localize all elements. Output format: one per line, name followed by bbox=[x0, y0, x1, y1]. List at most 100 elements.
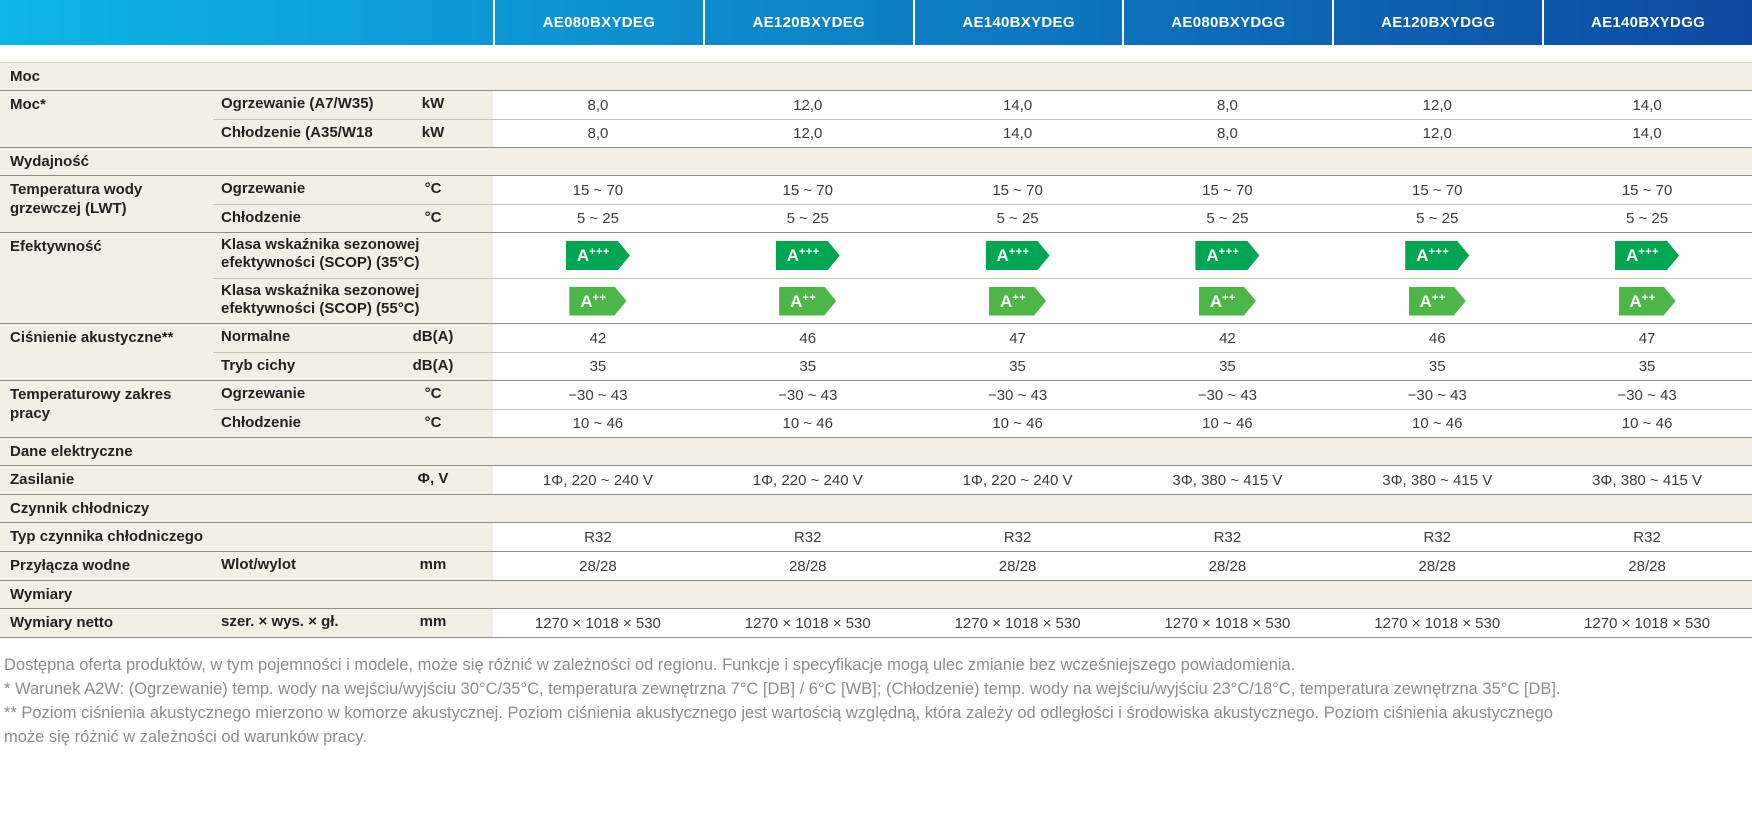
energy-class-badge: A++ bbox=[1619, 287, 1676, 316]
value-cell: A+++ bbox=[912, 233, 1123, 278]
section-row: Wymiary bbox=[0, 580, 1752, 608]
spec-group: Typ czynnika chłodniczego R32 R32 R32 R32 R32… bbox=[0, 522, 1752, 551]
footnotes: Dostępna oferta produktów, w tym pojemno… bbox=[0, 653, 1585, 749]
value-cell: 46 bbox=[702, 324, 913, 352]
value-cell: 1270 × 1018 × 530 bbox=[702, 609, 913, 637]
row-unit: °C bbox=[373, 381, 493, 409]
row-unit: mm bbox=[373, 552, 493, 580]
spec-group: Przyłącza wodne Wlot/wylot mm 28/28 28/28 28/… bbox=[0, 551, 1752, 580]
value-cell: 35 bbox=[1332, 353, 1543, 380]
value-cell: 14,0 bbox=[1542, 91, 1752, 119]
value-cell: 1270 × 1018 × 530 bbox=[493, 609, 703, 637]
spec-group: Efektywność Klasa wskaźnika sezonowej efe… bbox=[0, 232, 1752, 323]
spec-group: Temperatura wody grzewczej (LWT) Ogrzewan… bbox=[0, 175, 1752, 232]
value-cell: −30 ~ 43 bbox=[1542, 381, 1752, 409]
value-cell: −30 ~ 43 bbox=[912, 381, 1123, 409]
value-cell: 15 ~ 70 bbox=[702, 176, 913, 204]
value-cell: 5 ~ 25 bbox=[1332, 205, 1543, 232]
value-cell: 10 ~ 46 bbox=[702, 410, 913, 437]
energy-class-badge: A+++ bbox=[1195, 241, 1259, 270]
spec-table: Moc Moc* Ogrzewanie (A7/W35) kW 8,0 12,0 14,0 8… bbox=[0, 62, 1752, 638]
energy-class-badge: A+++ bbox=[1615, 241, 1679, 270]
footnote: * Warunek A2W: (Ogrzewanie) temp. wody n… bbox=[4, 680, 1561, 698]
group-rows: szer. × wys. × gł. mm 1270 × 1018 × 530 127… bbox=[213, 609, 1752, 637]
value-cell: 14,0 bbox=[912, 120, 1123, 147]
table-header: AE080BXYDEG AE120BXYDEG AE140BXYDEG AE080BX… bbox=[0, 0, 1752, 45]
row-sublabel: Chłodzenie (A35/W18) bbox=[213, 120, 378, 147]
value-cell: 3Φ, 380 ~ 415 V bbox=[1542, 466, 1752, 494]
value-cell: 10 ~ 46 bbox=[1542, 410, 1752, 437]
value-cell: −30 ~ 43 bbox=[493, 381, 703, 409]
row-sublabel: Chłodzenie bbox=[213, 410, 373, 437]
spec-row: Chłodzenie (A35/W18) kW 8,0 12,0 14,0 8,0 12,0… bbox=[213, 119, 1752, 147]
value-cell: 28/28 bbox=[1332, 552, 1543, 580]
row-sublabel: Normalne bbox=[213, 324, 373, 352]
value-cell: 14,0 bbox=[912, 91, 1123, 119]
value-cell: 14,0 bbox=[1542, 120, 1752, 147]
row-sublabel bbox=[213, 466, 373, 494]
model-column-header: AE140BXYDEG bbox=[912, 0, 1123, 45]
spec-group: Temperaturowy zakres pracy Ogrzewanie °C −3… bbox=[0, 380, 1752, 437]
spec-group: Moc* Ogrzewanie (A7/W35) kW 8,0 12,0 14,0 8,0 1… bbox=[0, 90, 1752, 147]
row-label: Temperaturowy zakres pracy bbox=[0, 381, 213, 437]
row-sublabel: Klasa wskaźnika sezonowej efektywności (… bbox=[213, 279, 493, 323]
value-cell: A++ bbox=[1332, 279, 1543, 323]
spec-row: Normalne dB(A) 42 46 47 42 46 47 bbox=[213, 324, 1752, 352]
row-sublabel: Wlot/wylot bbox=[213, 552, 373, 580]
value-cell: A+++ bbox=[1122, 233, 1333, 278]
value-cell: 15 ~ 70 bbox=[912, 176, 1123, 204]
row-sublabel: Ogrzewanie bbox=[213, 381, 373, 409]
spec-row: Ogrzewanie °C −30 ~ 43 −30 ~ 43 −30 ~ 43 −30 … bbox=[213, 381, 1752, 409]
spec-group: Zasilanie Φ, V 1Φ, 220 ~ 240 V 1Φ, 220 ~ 24… bbox=[0, 465, 1752, 494]
footnote: Dostępna oferta produktów, w tym pojemno… bbox=[4, 656, 1296, 674]
row-label: Zasilanie bbox=[0, 466, 213, 494]
row-sublabel: Ogrzewanie bbox=[213, 176, 373, 204]
value-cell: R32 bbox=[912, 523, 1123, 551]
value-cell: 15 ~ 70 bbox=[493, 176, 703, 204]
energy-class-badge: A+++ bbox=[986, 241, 1050, 270]
value-cell: 10 ~ 46 bbox=[912, 410, 1123, 437]
energy-class-badge: A++ bbox=[569, 287, 626, 316]
value-cell: A++ bbox=[493, 279, 703, 323]
energy-class-badge: A+++ bbox=[776, 241, 840, 270]
spec-row: Φ, V 1Φ, 220 ~ 240 V 1Φ, 220 ~ 240 V 1Φ, 22… bbox=[213, 466, 1752, 494]
value-cell: R32 bbox=[1542, 523, 1752, 551]
row-label: Przyłącza wodne bbox=[0, 552, 213, 580]
group-rows: Ogrzewanie (A7/W35) kW 8,0 12,0 14,0 8,0 12,0 1… bbox=[213, 91, 1752, 147]
value-cell: 47 bbox=[912, 324, 1123, 352]
value-cell: 1Φ, 220 ~ 240 V bbox=[493, 466, 703, 494]
row-sublabel: Ogrzewanie (A7/W35) bbox=[213, 91, 374, 119]
value-cell: A++ bbox=[1542, 279, 1752, 323]
value-cell: 35 bbox=[702, 353, 913, 380]
value-cell: 47 bbox=[1542, 324, 1752, 352]
value-cell: 28/28 bbox=[493, 552, 703, 580]
group-rows: R32 R32 R32 R32 R32 R32 bbox=[213, 523, 1752, 551]
header-label-spacer bbox=[0, 0, 493, 45]
row-sublabel bbox=[213, 523, 493, 551]
value-cell: 1Φ, 220 ~ 240 V bbox=[912, 466, 1123, 494]
model-column-header: AE120BXYDEG bbox=[702, 0, 913, 45]
value-cell: A+++ bbox=[1332, 233, 1543, 278]
spec-row: R32 R32 R32 R32 R32 R32 bbox=[213, 523, 1752, 551]
value-cell: −30 ~ 43 bbox=[1122, 381, 1333, 409]
spec-row: Klasa wskaźnika sezonowej efektywności (… bbox=[213, 278, 1752, 323]
energy-class-badge: A++ bbox=[989, 287, 1046, 316]
value-cell: 35 bbox=[1122, 353, 1333, 380]
value-cell: 1Φ, 220 ~ 240 V bbox=[702, 466, 913, 494]
row-unit: dB(A) bbox=[373, 353, 493, 380]
value-cell: 15 ~ 70 bbox=[1542, 176, 1752, 204]
row-unit: kW bbox=[373, 91, 493, 119]
value-cell: 8,0 bbox=[493, 120, 703, 147]
spec-group: Wymiary netto szer. × wys. × gł. mm 1270 × … bbox=[0, 608, 1752, 637]
spec-row: Ogrzewanie °C 15 ~ 70 15 ~ 70 15 ~ 70 15 ~ 70… bbox=[213, 176, 1752, 204]
value-cell: 42 bbox=[1122, 324, 1333, 352]
row-sublabel: Klasa wskaźnika sezonowej efektywności (… bbox=[213, 233, 493, 278]
energy-class-badge: A++ bbox=[1199, 287, 1256, 316]
row-unit: °C bbox=[373, 176, 493, 204]
group-rows: Klasa wskaźnika sezonowej efektywności (… bbox=[213, 233, 1752, 323]
value-cell: A+++ bbox=[493, 233, 703, 278]
section-row: Czynnik chłodniczy bbox=[0, 494, 1752, 522]
value-cell: 15 ~ 70 bbox=[1122, 176, 1333, 204]
row-sublabel: szer. × wys. × gł. bbox=[213, 609, 373, 637]
value-cell: 35 bbox=[1542, 353, 1752, 380]
